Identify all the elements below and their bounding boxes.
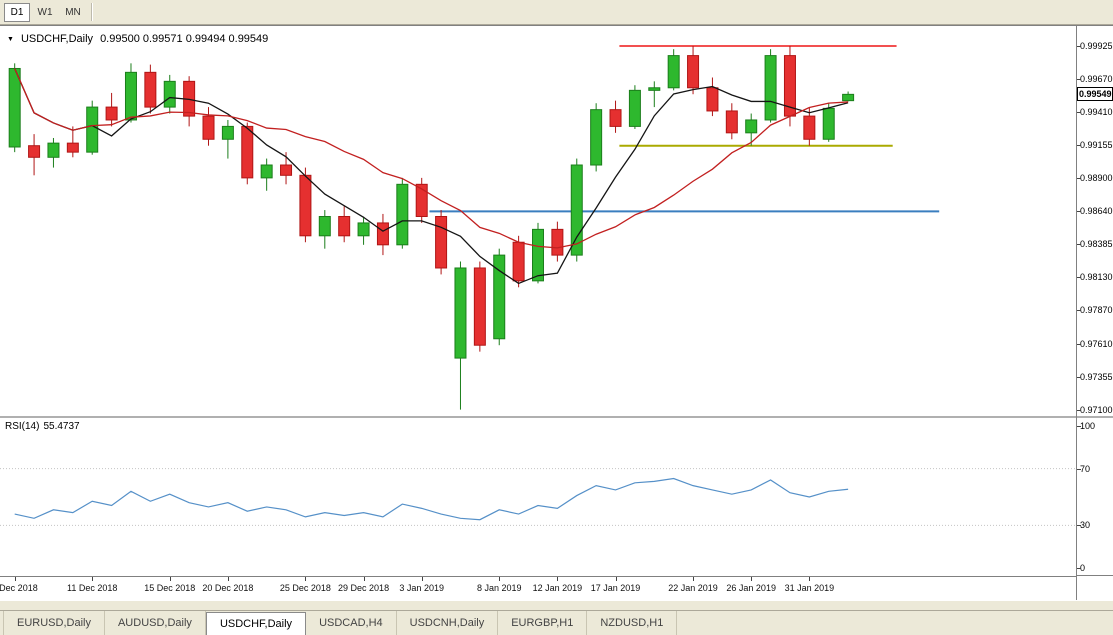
time-axis-tick xyxy=(421,577,423,581)
chart-tab-audusd[interactable]: AUDUSD,Daily xyxy=(105,611,206,635)
time-axis-label: 17 Jan 2019 xyxy=(590,583,641,593)
rsi-panel[interactable]: RSI(14) 55.4737 xyxy=(0,416,1076,576)
price-axis-label: 0.98640 xyxy=(1080,206,1113,217)
timeframe-toolbar: D1 W1 MN xyxy=(0,0,1113,25)
price-axis-label: 0.99925 xyxy=(1080,40,1113,51)
rsi-plot[interactable] xyxy=(0,418,1076,576)
rsi-axis-label: 70 xyxy=(1080,463,1091,474)
timeframe-button-mn[interactable]: MN xyxy=(60,2,86,22)
time-axis-tick xyxy=(92,577,94,581)
price-axis-label: 0.97610 xyxy=(1080,338,1113,349)
time-axis-label: 3 Jan 2019 xyxy=(399,583,444,593)
price-axis-label: 0.99410 xyxy=(1080,107,1113,118)
time-axis-label: 11 Dec 2018 xyxy=(67,583,118,593)
chart-region: ▼ USDCHF,Daily 0.99500 0.99571 0.99494 0… xyxy=(0,25,1113,600)
rsi-axis-tick xyxy=(1077,525,1081,527)
time-axis-label: 20 Dec 2018 xyxy=(202,583,254,593)
price-axis-label: 0.97870 xyxy=(1080,305,1113,316)
price-axis-tick xyxy=(1077,145,1081,147)
price-axis-tick xyxy=(1077,112,1081,114)
timeframe-button-w1[interactable]: W1 xyxy=(32,2,58,22)
price-axis-tick xyxy=(1077,343,1081,345)
time-axis-label: 15 Dec 2018 xyxy=(144,583,196,593)
current-price-label: 0.99549 xyxy=(1077,87,1113,102)
time-axis-label: 8 Jan 2019 xyxy=(476,583,522,593)
price-axis-tick xyxy=(1077,276,1081,278)
price-axis-tick xyxy=(1077,310,1081,312)
price-axis-label: 0.97355 xyxy=(1080,371,1113,382)
rsi-axis-label: 0 xyxy=(1080,563,1086,573)
rsi-axis-label: 30 xyxy=(1080,520,1091,531)
time-axis-tick xyxy=(227,577,229,581)
chart-tabs: EURUSD,Daily AUDUSD,Daily USDCHF,Daily USDC… xyxy=(0,610,1113,635)
price-axis-tick xyxy=(1077,211,1081,213)
rsi-axis-tick xyxy=(1077,568,1081,569)
time-axis-label: 26 Jan 2019 xyxy=(726,583,776,593)
price-axis-tick xyxy=(1077,376,1081,378)
plot-column: ▼ USDCHF,Daily 0.99500 0.99571 0.99494 0… xyxy=(0,26,1076,600)
toolbar-separator xyxy=(91,3,93,21)
price-axis-tick xyxy=(1077,244,1081,246)
axis-column: 0.99925 0.99670 0.99410 0.99155 0.98900 0.986… xyxy=(1076,26,1113,600)
price-axis-label: 0.98900 xyxy=(1080,172,1113,183)
time-axis-tick xyxy=(809,577,811,581)
price-axis-tick xyxy=(1077,45,1081,47)
candlestick-plot[interactable] xyxy=(0,26,1076,416)
chart-tab-eurgbp[interactable]: EURGBP,H1 xyxy=(498,611,588,635)
time-axis-label: 22 Jan 2019 xyxy=(668,583,718,593)
time-axis-tick xyxy=(615,577,617,581)
rsi-axis-tick xyxy=(1077,468,1081,470)
time-axis-tick xyxy=(305,577,307,581)
price-axis-label: 0.99670 xyxy=(1080,73,1113,84)
time-axis-label: 25 Dec 2018 xyxy=(279,583,331,593)
time-axis-tick xyxy=(363,577,365,581)
price-axis[interactable]: 0.99925 0.99670 0.99410 0.99155 0.98900 0.986… xyxy=(1077,26,1113,416)
chart-tab-eurusd[interactable]: EURUSD,Daily xyxy=(3,611,105,635)
time-axis[interactable]: 6 Dec 2018 11 Dec 2018 15 Dec 2018 20 Dec 2… xyxy=(0,576,1076,600)
time-axis-tick xyxy=(751,577,753,581)
chart-tab-nzdusd[interactable]: NZDUSD,H1 xyxy=(587,611,678,635)
timeframe-buttons: D1 W1 MN xyxy=(4,2,86,22)
time-axis-label: 31 Jan 2019 xyxy=(784,583,835,593)
price-axis-label: 0.97100 xyxy=(1080,404,1113,415)
price-axis-label: 0.99155 xyxy=(1080,140,1113,151)
rsi-axis-tick xyxy=(1077,426,1081,427)
price-axis-tick xyxy=(1077,409,1081,411)
time-axis-tick xyxy=(169,577,171,581)
chart-tab-usdcad[interactable]: USDCAD,H4 xyxy=(306,611,397,635)
price-axis-tick xyxy=(1077,177,1081,179)
time-axis-label: 6 Dec 2018 xyxy=(0,583,38,593)
rsi-axis[interactable]: 100 70 30 0 xyxy=(1077,416,1113,576)
time-axis-tick xyxy=(693,577,695,581)
price-axis-label: 0.98385 xyxy=(1080,239,1113,250)
main-chart[interactable]: ▼ USDCHF,Daily 0.99500 0.99571 0.99494 0… xyxy=(0,26,1076,416)
time-axis-label: 29 Dec 2018 xyxy=(338,583,390,593)
chart-tab-usdchf[interactable]: USDCHF,Daily xyxy=(205,612,307,635)
rsi-axis-label: 100 xyxy=(1080,421,1096,431)
time-axis-label: 12 Jan 2019 xyxy=(532,583,583,593)
price-axis-label: 0.98130 xyxy=(1080,271,1113,282)
price-axis-tick xyxy=(1077,78,1081,80)
chart-tab-usdcnh[interactable]: USDCNH,Daily xyxy=(397,611,499,635)
time-axis-tick xyxy=(499,577,501,581)
time-axis-tick xyxy=(557,577,559,581)
time-axis-tick xyxy=(14,577,16,581)
status-strip xyxy=(0,600,1113,610)
timeframe-button-d1[interactable]: D1 xyxy=(4,2,30,22)
